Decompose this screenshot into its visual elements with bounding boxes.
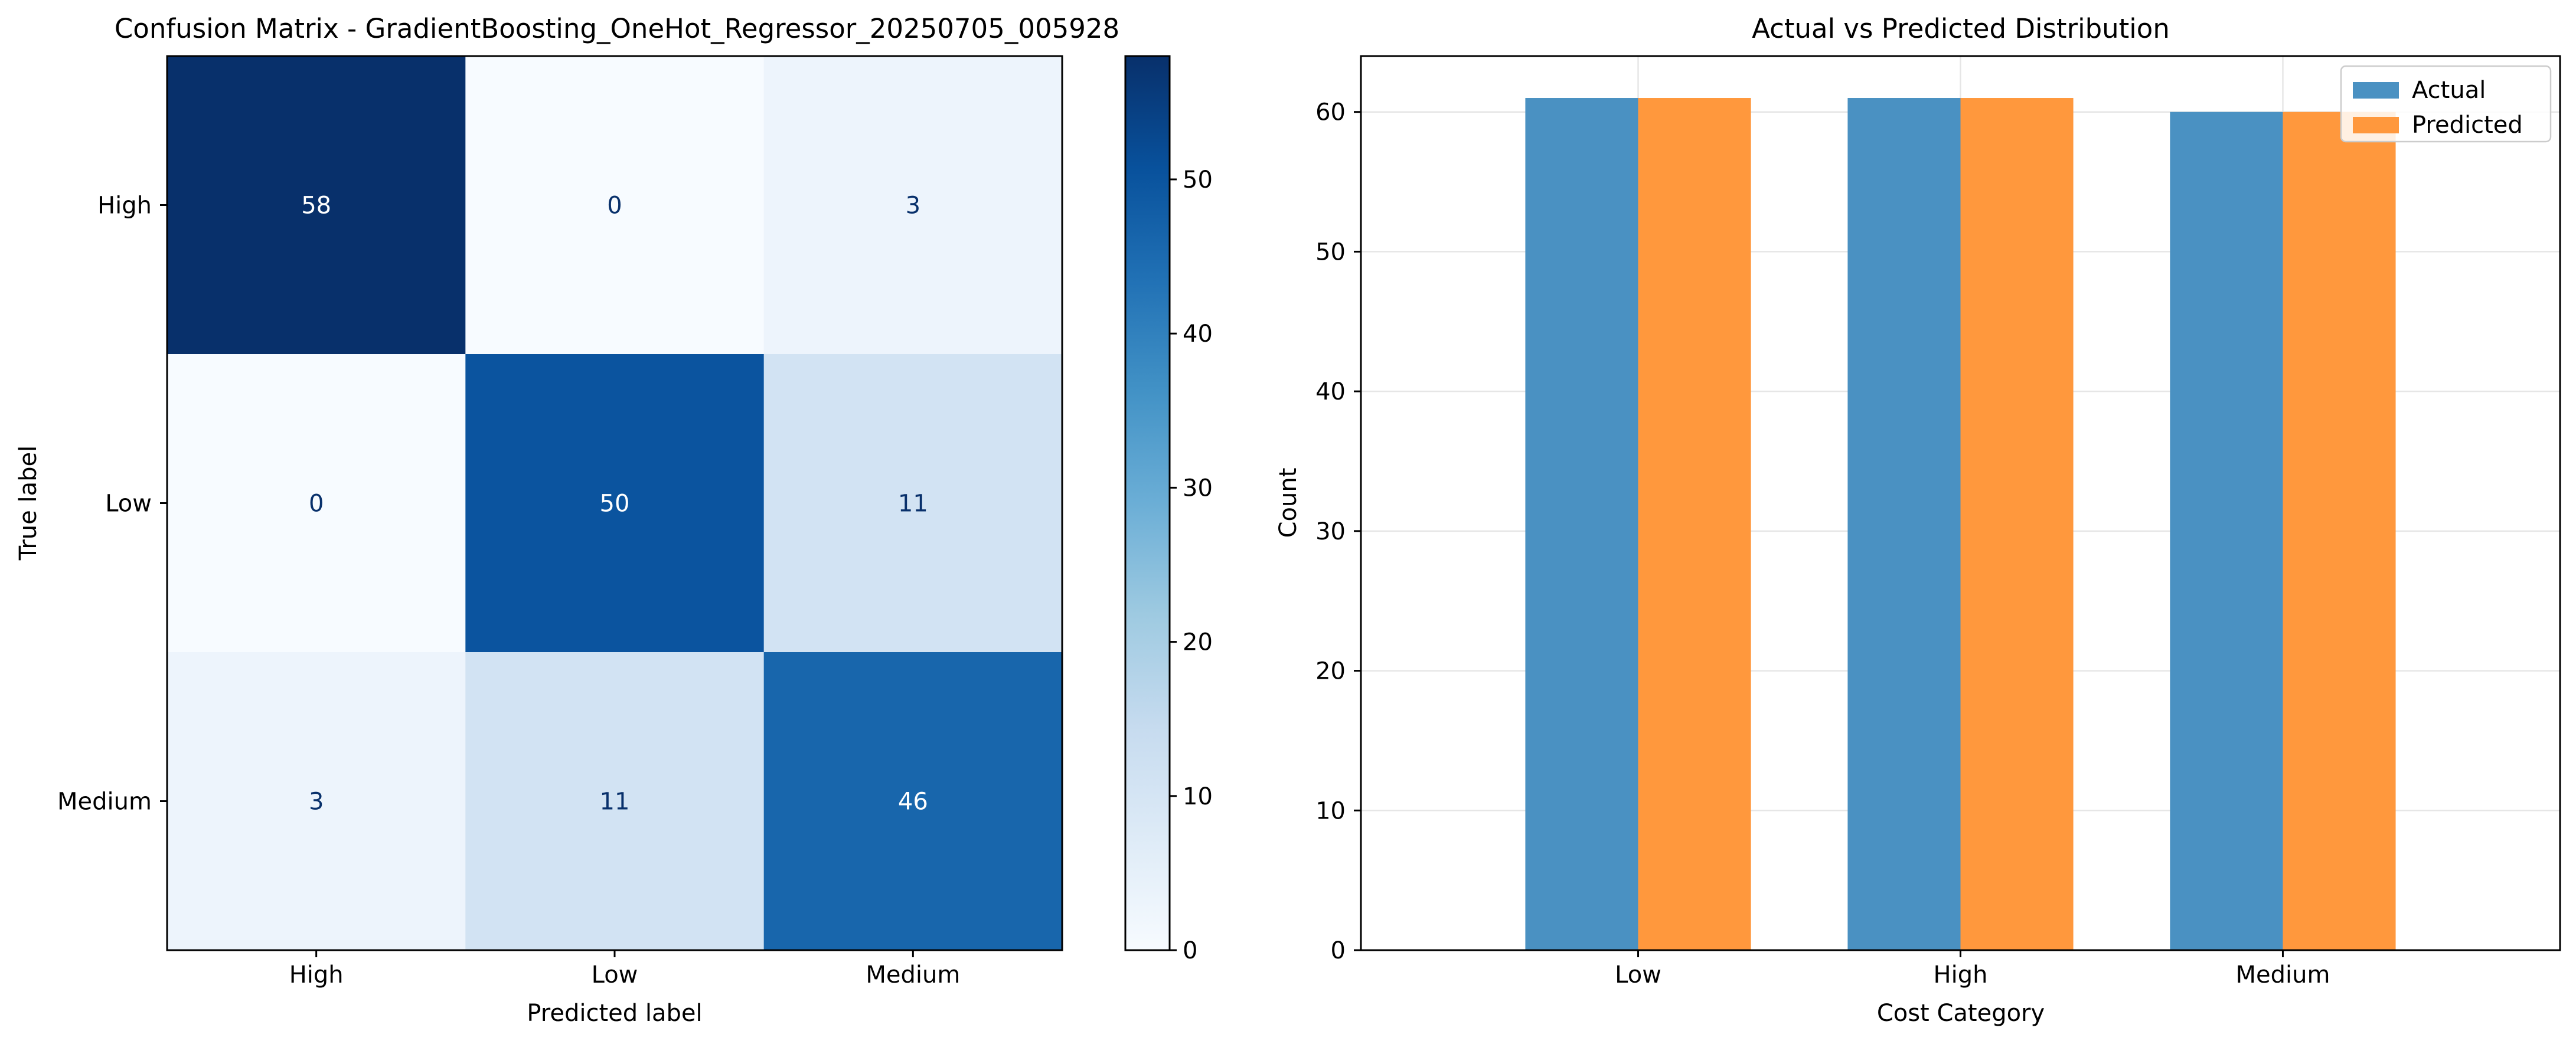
colorbar-tick-label: 30 (1183, 474, 1213, 502)
colorbar-tick-label: 40 (1183, 320, 1213, 348)
bar-chart-x-tick-label: High (1934, 961, 1988, 989)
confusion-matrix-cell-label: 3 (309, 788, 324, 816)
confusion-matrix-y-tick-label: High (97, 192, 152, 220)
confusion-matrix-y-tick-label: Low (105, 490, 152, 518)
confusion-matrix-cell-label: 0 (607, 192, 622, 220)
bar-chart-y-tick-label: 60 (1315, 99, 1346, 126)
bar-actual-medium (2170, 112, 2283, 950)
confusion-matrix-title: Confusion Matrix - GradientBoosting_OneH… (115, 13, 1119, 44)
bar-chart-y-tick-label: 10 (1315, 797, 1346, 824)
legend-label-actual: Actual (2412, 77, 2486, 104)
colorbar-gradient (1124, 55, 1171, 951)
confusion-matrix-x-tick-label: Low (592, 961, 638, 989)
confusion-matrix-cell-label: 50 (600, 490, 630, 518)
bar-chart-bars (1525, 98, 2396, 950)
bar-chart-title: Actual vs Predicted Distribution (1752, 13, 2170, 44)
bar-chart-x-ticks: Low High Medium (1615, 950, 2330, 989)
confusion-matrix-x-tick-label: High (289, 961, 344, 989)
confusion-matrix-cell-label: 58 (301, 192, 331, 220)
colorbar: 0 10 20 30 40 50 (1124, 55, 1213, 964)
bar-chart-legend: Actual Predicted (2340, 65, 2552, 143)
confusion-matrix-cell (167, 56, 466, 355)
colorbar-tick-label: 10 (1183, 783, 1213, 810)
bar-predicted-low (1638, 98, 1751, 950)
confusion-matrix-y-axis-label: True label (15, 446, 42, 561)
colorbar-ticks: 0 10 20 30 40 50 (1170, 166, 1213, 964)
confusion-matrix-cell (465, 56, 765, 355)
bar-chart-panel: Actual vs Predicted Distribution Low High… (1275, 13, 2561, 1027)
confusion-matrix-cells (167, 56, 1063, 951)
bar-chart-y-ticks: 0 10 20 30 40 50 60 (1315, 99, 1361, 964)
colorbar-tick-label: 20 (1183, 629, 1213, 656)
confusion-matrix-y-ticks: High Low Medium (57, 192, 167, 816)
confusion-matrix-cell-label: 0 (309, 490, 324, 518)
confusion-matrix-cell-labels: 58 0 3 0 50 11 3 11 46 (301, 192, 928, 816)
confusion-matrix-cell-label: 11 (600, 788, 630, 816)
legend-label-predicted: Predicted (2412, 112, 2523, 139)
bar-chart-y-axis-label: Count (1275, 468, 1302, 538)
confusion-matrix-cell (465, 354, 765, 653)
confusion-matrix-cell (763, 354, 1063, 653)
confusion-matrix-x-tick-label: Medium (866, 961, 960, 989)
bar-chart-y-tick-label: 0 (1331, 937, 1346, 964)
bar-chart-x-tick-label: Medium (2235, 961, 2330, 989)
bar-predicted-medium (2283, 112, 2396, 950)
legend-swatch-actual (2353, 82, 2399, 99)
confusion-matrix-y-tick-label: Medium (57, 788, 152, 816)
confusion-matrix-cell-label: 3 (906, 192, 920, 220)
bar-chart-y-tick-label: 40 (1315, 378, 1346, 405)
confusion-matrix-cell-label: 46 (898, 788, 928, 816)
bar-chart-y-tick-label: 20 (1315, 658, 1346, 685)
colorbar-tick-label: 0 (1183, 937, 1197, 964)
confusion-matrix-cell (465, 652, 765, 951)
confusion-matrix-cell (167, 354, 466, 653)
bar-actual-low (1525, 98, 1638, 950)
confusion-matrix-cell (763, 56, 1063, 355)
confusion-matrix-cell-label: 11 (898, 490, 928, 518)
colorbar-tick-label: 50 (1183, 166, 1213, 194)
bar-chart-x-axis-label: Cost Category (1877, 1000, 2045, 1027)
bar-chart-y-tick-label: 30 (1315, 518, 1346, 545)
bar-chart-x-tick-label: Low (1615, 961, 1661, 989)
confusion-matrix-cell (167, 652, 466, 951)
confusion-matrix-x-ticks: High Low Medium (289, 950, 960, 989)
confusion-matrix-x-axis-label: Predicted label (527, 1000, 702, 1027)
bar-actual-high (1847, 98, 1961, 950)
confusion-matrix-panel: Confusion Matrix - GradientBoosting_OneH… (15, 13, 1119, 1027)
bar-chart-y-tick-label: 50 (1315, 238, 1346, 266)
bar-predicted-high (1960, 98, 2074, 950)
legend-swatch-predicted (2353, 117, 2399, 133)
confusion-matrix-cell (763, 652, 1063, 951)
